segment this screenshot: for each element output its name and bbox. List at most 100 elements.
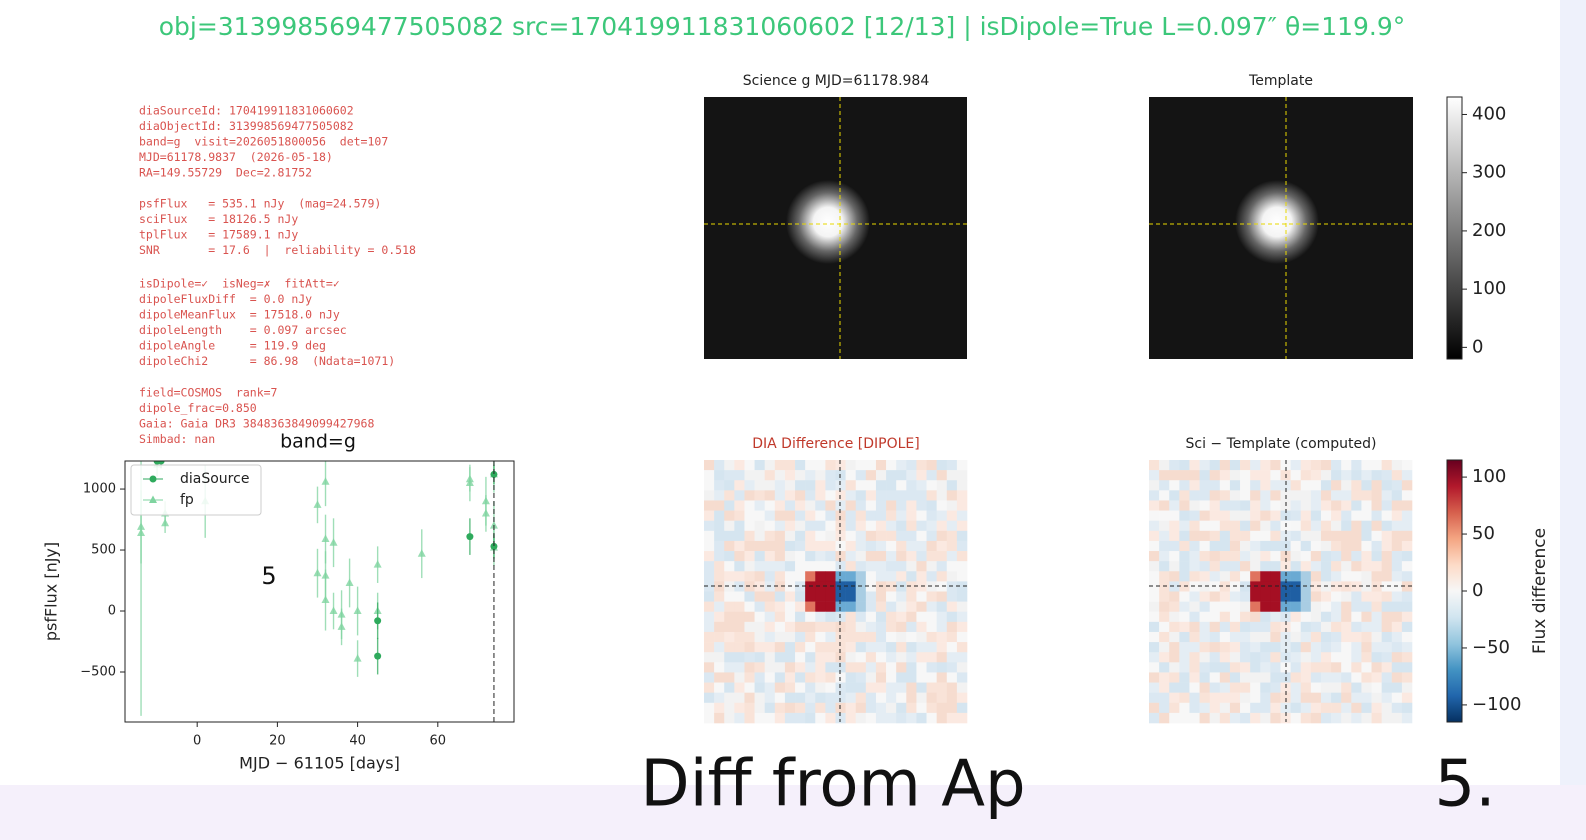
pixel [1270, 540, 1281, 552]
pixel [754, 540, 765, 552]
pixel [825, 581, 836, 592]
pixel [774, 712, 786, 724]
pixel [805, 530, 816, 542]
pixel [946, 480, 958, 491]
pixel [916, 611, 927, 623]
pixel [1189, 631, 1200, 643]
pixel [714, 601, 725, 613]
pixel [1209, 692, 1221, 704]
plot-area [137, 461, 498, 716]
pixel [724, 682, 735, 693]
pixel [1310, 470, 1322, 481]
pixel [916, 591, 927, 602]
pixel [886, 551, 897, 562]
pixel [886, 672, 897, 683]
pixel [805, 480, 816, 491]
pixel [855, 601, 867, 613]
pixel [886, 601, 897, 613]
pixel [774, 551, 786, 562]
pixel [1149, 520, 1160, 532]
pixel [805, 652, 816, 663]
pixel [744, 611, 755, 623]
pixel [734, 601, 745, 613]
pixel [784, 520, 796, 532]
x-axis-label: MJD − 61105 [days] [239, 754, 400, 773]
pixel [1159, 500, 1170, 511]
y-tick-label: −500 [80, 664, 116, 679]
pixel [896, 692, 907, 704]
pixel [875, 611, 887, 623]
pixel [1310, 581, 1322, 592]
pixel [1310, 611, 1322, 623]
pixel [1199, 490, 1210, 501]
pixel [734, 702, 745, 714]
pixel [1401, 702, 1413, 714]
pixel [784, 460, 796, 471]
pixel [1240, 692, 1251, 704]
pixel [764, 702, 776, 714]
pixel [1361, 591, 1372, 602]
pixel [1209, 540, 1221, 552]
pixel [1320, 692, 1332, 704]
pixel [805, 581, 816, 592]
pixel [1320, 571, 1332, 582]
pixel [1240, 571, 1251, 582]
pixel [714, 561, 725, 572]
pixel [704, 631, 715, 643]
pixel [1179, 642, 1190, 653]
pixel [1391, 621, 1403, 633]
pixel [896, 490, 907, 501]
pixel [1341, 702, 1352, 714]
pixel [855, 510, 867, 521]
pixel [724, 631, 735, 643]
pixel [1159, 692, 1170, 704]
pixel [704, 702, 715, 714]
pixel [1219, 692, 1231, 704]
pixel [1229, 601, 1241, 613]
pixel [1371, 702, 1382, 714]
pixel [916, 601, 927, 613]
pixel [805, 692, 816, 704]
pixel [795, 621, 806, 633]
pixel [1371, 601, 1382, 613]
pixel [1381, 480, 1393, 491]
pixel [1189, 460, 1200, 471]
pixel [1401, 682, 1413, 693]
pixel [1189, 662, 1200, 673]
pixel [724, 470, 735, 481]
point [465, 474, 474, 483]
pixel [946, 500, 958, 511]
pixel [896, 530, 907, 542]
pixel [835, 712, 846, 724]
colorbar-tick-label: 100 [1472, 466, 1506, 487]
pixel [815, 702, 826, 714]
pixel [1300, 611, 1312, 623]
pixel [1351, 642, 1362, 653]
pixel [906, 520, 917, 532]
pixel [875, 561, 887, 572]
pixel [815, 530, 826, 542]
pixel [754, 662, 765, 673]
pixel [1300, 692, 1312, 704]
pixel [1240, 642, 1251, 653]
pixel [1270, 652, 1281, 663]
pixel [1280, 530, 1291, 542]
pixel [1209, 621, 1221, 633]
pixel [875, 530, 887, 542]
pixel [754, 601, 765, 613]
pixel [956, 672, 968, 683]
pixel [1300, 652, 1312, 663]
pixel [1169, 662, 1180, 673]
pixel [1381, 490, 1393, 501]
pixel [704, 561, 715, 572]
pixel [764, 460, 776, 471]
pixel [1159, 682, 1170, 693]
pixel [1310, 621, 1322, 633]
pixel [855, 652, 867, 663]
pixel [1331, 591, 1342, 602]
legend-label: fp [180, 492, 194, 508]
pixel [784, 530, 796, 542]
pixel [1260, 490, 1271, 501]
pixel [1240, 591, 1251, 602]
pixel [916, 551, 927, 562]
